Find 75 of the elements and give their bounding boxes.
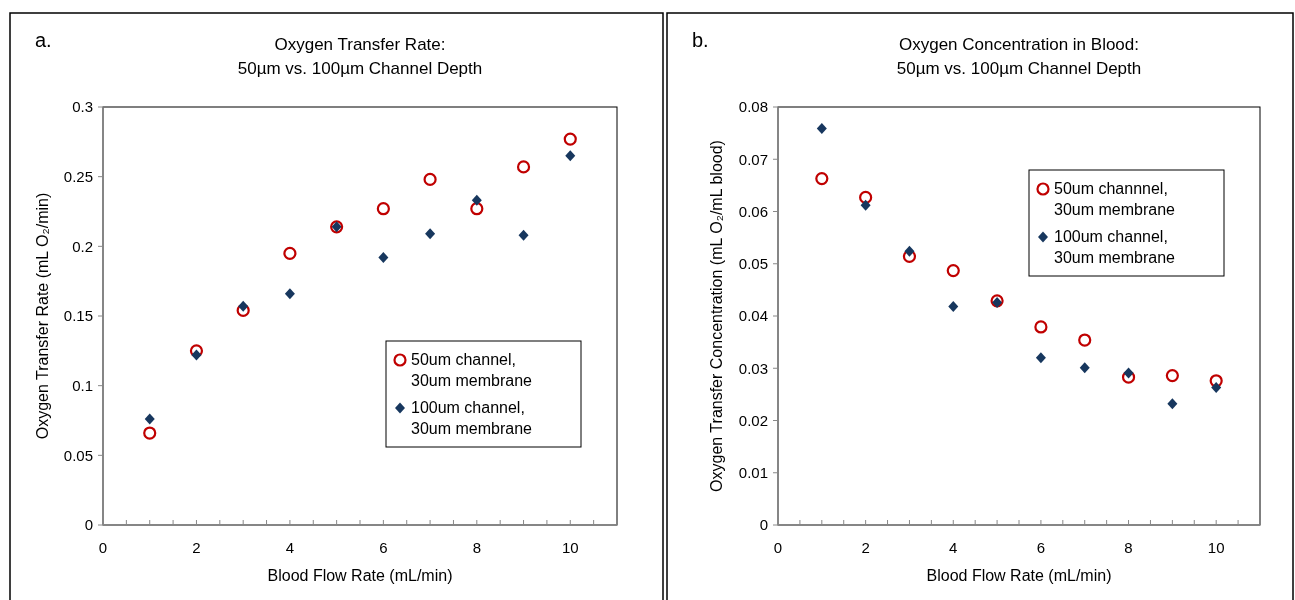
point [144,413,155,425]
point [815,171,829,186]
point [948,301,959,313]
y-tick-label: 0 [84,516,93,534]
point [1209,374,1223,388]
y-tick-label: 0.15 [63,307,93,325]
legend-label: 50um channnel, 30um membrane [1054,180,1176,218]
x-tick-label: 2 [861,539,870,556]
x-tick-label: 10 [1207,539,1225,556]
point [516,160,531,174]
point [378,251,389,263]
x-tick-label: 6 [1036,539,1046,556]
x-tick-label: 0 [773,539,783,556]
point [902,249,917,264]
y-tick-label: 0.1 [72,376,93,394]
y-tick-label: 0.02 [738,411,768,429]
x-tick-label: 4 [285,539,295,556]
y-tick-label: 0 [759,516,768,534]
point [860,199,871,211]
point [284,288,295,300]
y-tick-label: 0.06 [738,202,768,220]
point [425,228,436,240]
point [1165,368,1179,383]
y-axis-title: Oxygen Transfer Concentration (mL O₂/mL blood) [708,140,725,492]
point [143,426,157,440]
y-tick-label: 0.04 [738,307,768,325]
point [1078,333,1092,347]
y-tick-label: 0.25 [63,167,93,185]
x-axis-title: Blood Flow Rate (mL/min) [926,567,1112,584]
y-axis-title: Oxygen Transfer Rate (mL O₂/min) [34,192,51,440]
point [518,229,529,241]
y-tick-label: 0.05 [63,446,93,464]
point [1035,352,1046,364]
point [1123,367,1134,379]
point [946,263,960,278]
point [471,194,482,206]
legend-label: 100um channel, 30um membrane [1054,228,1176,266]
point [283,246,297,260]
x-tick-label: 8 [1124,539,1133,556]
y-tick-label: 0.3 [72,98,93,116]
point [563,132,577,146]
legend-label: 50um channel, 30um membrane [411,351,533,389]
x-tick-label: 8 [472,539,481,556]
x-tick-label: 0 [98,539,108,556]
chart-title: Oxygen Transfer Rate: 50µm vs. 100µm Channel Depth [237,35,483,78]
point [1211,382,1222,394]
point [189,344,204,358]
y-tick-label: 0.03 [738,359,768,377]
y-tick-label: 0.01 [738,464,768,481]
point [238,300,249,312]
point [1167,398,1178,410]
point [376,202,390,216]
point [191,349,202,361]
point [904,245,915,257]
point [1034,320,1048,334]
y-tick-label: 0.2 [72,237,93,255]
x-tick-label: 4 [949,539,958,556]
y-tick-label: 0.08 [738,98,768,116]
point [1121,370,1136,384]
x-axis-title: Blood Flow Rate (mL/min) [267,567,453,584]
point [423,172,437,187]
text: a. [35,29,52,51]
point [565,150,576,162]
point [470,202,484,216]
x-tick-label: 10 [561,539,579,556]
chart-title: Oxygen Concentration in Blood: 50µm vs. 100µm Channel Depth [896,35,1142,78]
x-tick-label: 6 [379,539,388,556]
y-tick-label: 0.05 [738,255,768,272]
point [816,122,827,134]
legend-label: 100um channel, 30um membrane [411,399,533,437]
point [1079,362,1090,374]
point [859,190,873,204]
y-tick-label: 0.07 [738,150,768,168]
text: b. [692,29,709,51]
x-tick-label: 2 [192,539,201,556]
